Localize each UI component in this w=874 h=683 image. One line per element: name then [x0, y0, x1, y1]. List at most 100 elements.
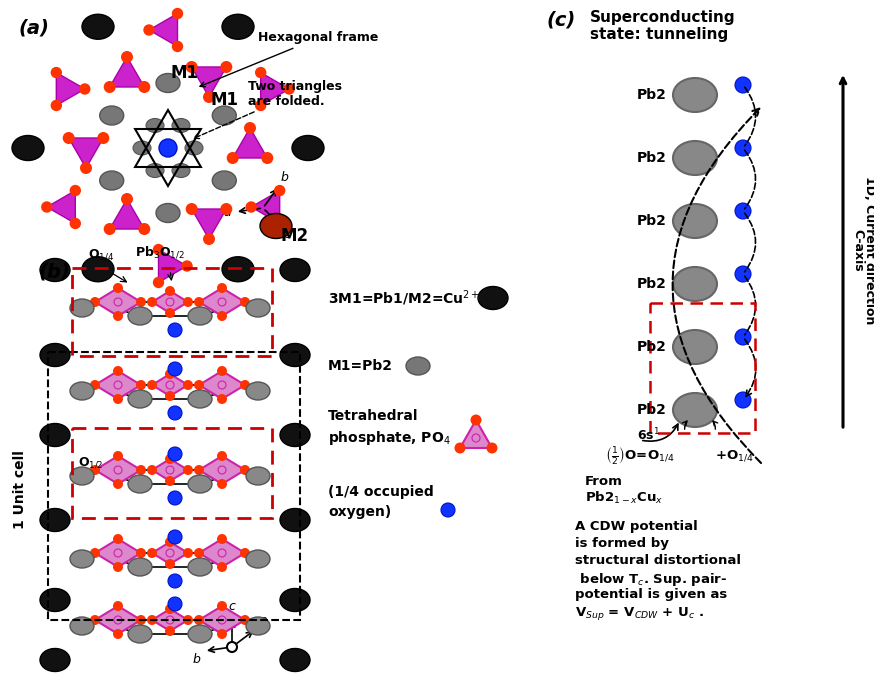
Ellipse shape	[673, 204, 717, 238]
Polygon shape	[56, 72, 85, 105]
Ellipse shape	[212, 106, 236, 125]
Circle shape	[274, 185, 286, 196]
Circle shape	[168, 491, 182, 505]
Circle shape	[240, 548, 250, 558]
Circle shape	[114, 549, 122, 557]
Circle shape	[217, 629, 227, 639]
Circle shape	[165, 391, 175, 401]
Circle shape	[168, 447, 182, 461]
Circle shape	[165, 559, 175, 569]
Circle shape	[166, 549, 174, 557]
Circle shape	[470, 415, 482, 426]
Ellipse shape	[673, 267, 717, 301]
Polygon shape	[95, 288, 141, 316]
Circle shape	[113, 366, 123, 376]
Circle shape	[166, 298, 174, 306]
Circle shape	[172, 41, 184, 52]
Circle shape	[217, 534, 227, 544]
Circle shape	[147, 380, 157, 390]
Circle shape	[138, 81, 150, 93]
Circle shape	[183, 297, 193, 307]
Circle shape	[165, 308, 175, 318]
Circle shape	[165, 476, 175, 486]
Circle shape	[220, 61, 232, 73]
Polygon shape	[232, 128, 267, 158]
Circle shape	[246, 201, 257, 212]
Circle shape	[441, 503, 455, 517]
Ellipse shape	[172, 163, 190, 178]
Circle shape	[113, 394, 123, 404]
Circle shape	[217, 283, 227, 293]
Circle shape	[735, 266, 751, 282]
Circle shape	[185, 203, 198, 215]
Ellipse shape	[673, 141, 717, 175]
Circle shape	[283, 83, 295, 95]
Ellipse shape	[12, 135, 44, 161]
Circle shape	[113, 629, 123, 639]
Ellipse shape	[246, 299, 270, 317]
Ellipse shape	[40, 509, 70, 531]
Circle shape	[114, 298, 122, 306]
Polygon shape	[199, 606, 245, 634]
Circle shape	[194, 297, 204, 307]
Text: (c): (c)	[547, 10, 576, 29]
Text: 1 Unit cell: 1 Unit cell	[13, 451, 27, 529]
Text: 1D, Current direction: 1D, Current direction	[863, 176, 874, 324]
Ellipse shape	[188, 625, 212, 643]
Circle shape	[218, 381, 226, 389]
Circle shape	[153, 277, 164, 288]
Text: (a): (a)	[18, 18, 49, 37]
Ellipse shape	[128, 307, 152, 325]
Circle shape	[165, 369, 175, 379]
Circle shape	[90, 465, 100, 475]
Polygon shape	[191, 209, 226, 239]
Text: +O$_{1/4}$: +O$_{1/4}$	[715, 448, 754, 462]
Circle shape	[70, 218, 81, 229]
Ellipse shape	[188, 390, 212, 408]
Text: structural distortional: structural distortional	[575, 554, 741, 567]
Circle shape	[183, 465, 193, 475]
Circle shape	[136, 380, 146, 390]
Circle shape	[240, 615, 250, 625]
Polygon shape	[152, 542, 188, 564]
Circle shape	[114, 466, 122, 474]
Polygon shape	[199, 539, 245, 567]
Polygon shape	[95, 539, 141, 567]
Circle shape	[136, 615, 146, 625]
Circle shape	[735, 203, 751, 219]
Ellipse shape	[128, 475, 152, 493]
Circle shape	[113, 479, 123, 489]
Text: M1=Pb2: M1=Pb2	[328, 359, 393, 373]
Polygon shape	[152, 374, 188, 396]
Ellipse shape	[82, 257, 114, 282]
Circle shape	[165, 537, 175, 547]
Bar	[72, 268, 272, 356]
Polygon shape	[260, 72, 289, 105]
Circle shape	[183, 615, 193, 625]
Ellipse shape	[146, 163, 164, 178]
Circle shape	[181, 260, 192, 272]
Circle shape	[218, 549, 226, 557]
Circle shape	[113, 311, 123, 321]
Circle shape	[735, 140, 751, 156]
Text: $\left(\frac{1}{2}\right)$O=O$_{1/4}$: $\left(\frac{1}{2}\right)$O=O$_{1/4}$	[605, 445, 675, 467]
Text: Pb2: Pb2	[637, 214, 667, 228]
Text: Pb2: Pb2	[637, 340, 667, 354]
Ellipse shape	[70, 550, 94, 568]
Ellipse shape	[280, 648, 310, 671]
Ellipse shape	[280, 423, 310, 447]
Circle shape	[194, 548, 204, 558]
Circle shape	[113, 283, 123, 293]
Circle shape	[90, 615, 100, 625]
Ellipse shape	[673, 393, 717, 427]
Text: Pb2: Pb2	[637, 151, 667, 165]
Ellipse shape	[70, 617, 94, 635]
Circle shape	[114, 381, 122, 389]
Circle shape	[472, 434, 480, 442]
Polygon shape	[95, 606, 141, 634]
Circle shape	[240, 297, 250, 307]
Circle shape	[183, 380, 193, 390]
Circle shape	[114, 616, 122, 624]
Ellipse shape	[478, 286, 508, 309]
Circle shape	[244, 122, 256, 134]
